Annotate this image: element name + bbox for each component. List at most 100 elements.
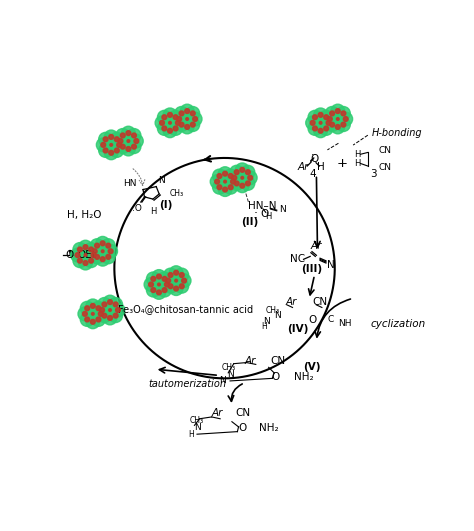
Circle shape (151, 277, 156, 281)
Circle shape (156, 274, 161, 279)
Circle shape (99, 312, 103, 316)
Circle shape (90, 250, 104, 264)
Circle shape (228, 185, 233, 190)
Text: N: N (274, 311, 281, 320)
Circle shape (217, 174, 222, 178)
Text: H: H (354, 150, 360, 159)
Circle shape (104, 146, 118, 160)
Circle shape (110, 143, 124, 157)
Text: Ar: Ar (311, 241, 322, 251)
Circle shape (191, 122, 195, 127)
Text: (III): (III) (301, 264, 322, 274)
Circle shape (319, 122, 322, 124)
Circle shape (79, 240, 92, 254)
Circle shape (179, 284, 184, 289)
Circle shape (79, 256, 92, 270)
Circle shape (78, 307, 92, 321)
Circle shape (91, 253, 96, 258)
Circle shape (246, 181, 250, 186)
Circle shape (109, 150, 114, 155)
Circle shape (155, 281, 162, 288)
Circle shape (96, 252, 109, 266)
Circle shape (336, 125, 340, 130)
Circle shape (91, 304, 95, 309)
Text: O: O (261, 209, 269, 219)
Circle shape (87, 248, 100, 262)
Circle shape (241, 176, 255, 190)
Circle shape (117, 142, 121, 147)
Circle shape (243, 171, 257, 185)
Text: :: : (254, 208, 258, 221)
Circle shape (223, 187, 228, 192)
Circle shape (328, 117, 332, 122)
Circle shape (318, 129, 323, 133)
Text: N: N (227, 370, 233, 379)
Circle shape (168, 272, 173, 277)
Circle shape (173, 115, 178, 119)
Circle shape (101, 239, 115, 253)
Circle shape (144, 278, 158, 292)
Circle shape (116, 307, 120, 312)
Circle shape (339, 112, 353, 126)
Circle shape (319, 122, 333, 135)
Circle shape (174, 286, 179, 291)
Circle shape (111, 303, 125, 317)
Circle shape (100, 257, 105, 262)
Circle shape (180, 120, 194, 134)
Circle shape (218, 167, 232, 181)
Circle shape (90, 239, 104, 253)
Circle shape (182, 278, 186, 283)
Text: N: N (264, 317, 270, 326)
Circle shape (94, 307, 108, 321)
Circle shape (164, 282, 169, 287)
Circle shape (127, 129, 141, 142)
Circle shape (337, 118, 339, 121)
Circle shape (129, 134, 143, 148)
Circle shape (110, 143, 112, 146)
Circle shape (330, 122, 335, 127)
Circle shape (241, 176, 244, 179)
Text: CN: CN (270, 356, 285, 366)
Circle shape (163, 108, 177, 122)
Circle shape (113, 313, 118, 318)
Circle shape (156, 290, 161, 295)
Text: CN: CN (379, 162, 392, 172)
Circle shape (326, 121, 331, 125)
Circle shape (91, 313, 105, 327)
Text: cyclization: cyclization (371, 319, 426, 329)
Text: Ar: Ar (286, 297, 297, 307)
Circle shape (132, 133, 137, 138)
Circle shape (127, 140, 141, 153)
Circle shape (110, 132, 124, 146)
Circle shape (173, 126, 178, 131)
Circle shape (314, 108, 328, 122)
Circle shape (127, 140, 130, 142)
Text: C: C (328, 315, 334, 324)
Circle shape (99, 143, 112, 157)
Circle shape (116, 129, 130, 142)
Circle shape (174, 107, 189, 120)
Text: N: N (219, 376, 226, 386)
Circle shape (112, 138, 126, 152)
Circle shape (317, 119, 324, 126)
Circle shape (103, 148, 108, 153)
Circle shape (215, 179, 219, 184)
Circle shape (222, 178, 228, 185)
Circle shape (109, 309, 111, 311)
Circle shape (163, 124, 177, 138)
Circle shape (325, 118, 339, 132)
Circle shape (168, 113, 173, 117)
Text: N: N (279, 205, 286, 214)
Circle shape (103, 295, 117, 309)
Text: tautomerization: tautomerization (148, 379, 226, 389)
Circle shape (96, 306, 101, 311)
Circle shape (158, 272, 172, 286)
Circle shape (236, 179, 249, 193)
Circle shape (157, 110, 171, 124)
Text: (I): (I) (159, 200, 173, 210)
Circle shape (330, 111, 335, 116)
Circle shape (88, 244, 101, 258)
Text: OEt: OEt (77, 250, 96, 260)
Circle shape (103, 311, 117, 325)
Circle shape (212, 169, 226, 183)
